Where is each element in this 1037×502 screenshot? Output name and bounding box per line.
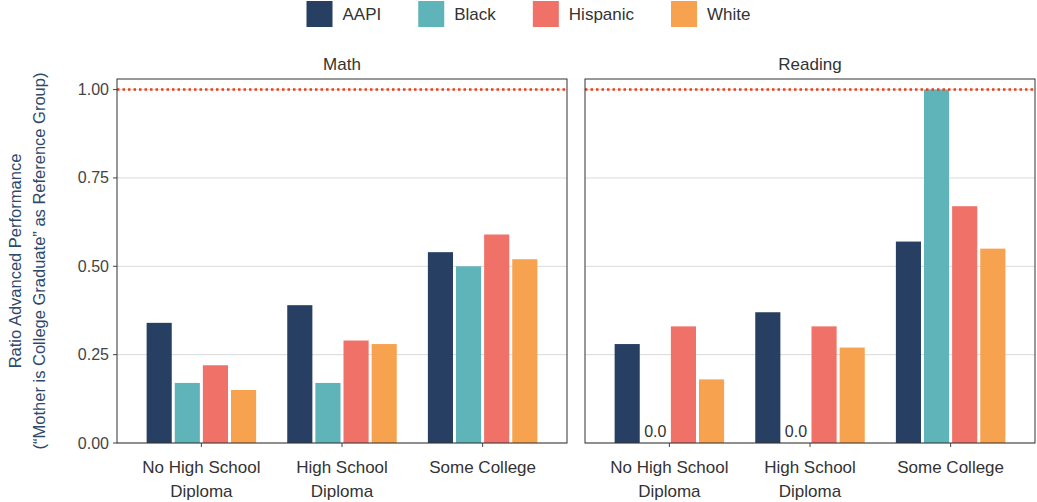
bar: [512, 259, 537, 443]
x-tick-label: Some College: [429, 458, 536, 477]
y-tick: [113, 443, 117, 444]
x-tick-label-line: Diploma: [779, 482, 842, 501]
y-tick: [113, 354, 117, 355]
bar: [147, 323, 172, 443]
legend-swatch: [418, 1, 444, 27]
grid-line: [585, 177, 1035, 178]
bar: [344, 341, 369, 443]
bars: [117, 90, 567, 443]
legend: AAPI Black Hispanic White: [307, 1, 751, 27]
x-tick-label-line: No High School: [142, 458, 260, 477]
x-tick: [342, 443, 343, 447]
bar: [315, 383, 340, 443]
bar: [287, 305, 312, 443]
y-tick: [113, 177, 117, 178]
legend-label: Hispanic: [569, 5, 635, 24]
bar: [980, 249, 1005, 443]
x-tick: [950, 443, 951, 447]
bar: [699, 379, 724, 443]
grid-line: [585, 89, 1035, 90]
x-tick-label: High School Diploma: [764, 458, 856, 501]
grid-line: [117, 177, 567, 178]
bar: [924, 90, 949, 443]
x-tick-label-line: No High School: [610, 458, 728, 477]
bar: [896, 242, 921, 443]
x-tick-label: No High School Diploma: [142, 458, 260, 501]
legend-swatch: [533, 1, 559, 27]
y-axis-label: (“Mother is College Graduate” as Referen…: [30, 73, 48, 450]
bar: [755, 312, 780, 443]
y-tick-label: 0.75: [78, 169, 109, 186]
y-tick-label: 0.25: [78, 346, 109, 363]
x-tick-label-line: High School: [296, 458, 388, 477]
bar: [456, 266, 481, 443]
y-tick: [113, 266, 117, 267]
panel-title: Math: [323, 55, 361, 74]
x-tick-label: No High School Diploma: [610, 458, 728, 501]
y-tick-label: 1.00: [78, 81, 109, 98]
x-tick-label-line: Diploma: [311, 482, 374, 501]
x-tick-label-line: High School: [764, 458, 856, 477]
legend-label: White: [707, 5, 750, 24]
panel-frame: [585, 79, 1035, 443]
chart: Ratio Advanced Performance (“Mother is Co…: [0, 0, 1037, 502]
bar: [840, 348, 865, 443]
bar: [428, 252, 453, 443]
legend-swatch: [307, 1, 333, 27]
data-label: 0.0: [785, 423, 807, 440]
grid-line: [117, 89, 567, 90]
x-tick-label-line: Some College: [897, 458, 1004, 477]
x-tick-label-line: Some College: [429, 458, 536, 477]
x-tick: [669, 443, 670, 447]
x-tick-label-line: Diploma: [638, 482, 701, 501]
bar: [671, 326, 696, 443]
x-tick: [810, 443, 811, 447]
x-tick-label: Some College: [897, 458, 1004, 477]
x-tick-label-line: Diploma: [170, 482, 233, 501]
x-tick-label: High School Diploma: [296, 458, 388, 501]
reference-line: [117, 88, 567, 91]
y-tick-label: 0.00: [78, 435, 109, 452]
panel-title: Reading: [778, 55, 841, 74]
y-tick-label: 0.50: [78, 258, 109, 275]
y-tick: [113, 89, 117, 90]
y-axis-label: Ratio Advanced Performance: [6, 154, 24, 369]
bar: [175, 383, 200, 443]
bar: [203, 365, 228, 443]
legend-label: Black: [454, 5, 496, 24]
bar: [372, 344, 397, 443]
bar: [812, 326, 837, 443]
legend-label: AAPI: [343, 5, 382, 24]
x-tick: [482, 443, 483, 447]
data-label: 0.0: [644, 423, 666, 440]
reference-line: [585, 88, 1035, 91]
bar: [231, 390, 256, 443]
x-tick: [201, 443, 202, 447]
bars: [585, 90, 1035, 443]
bar: [952, 206, 977, 443]
bar: [615, 344, 640, 443]
bar: [484, 234, 509, 443]
panel-frame: [117, 79, 567, 443]
legend-swatch: [671, 1, 697, 27]
